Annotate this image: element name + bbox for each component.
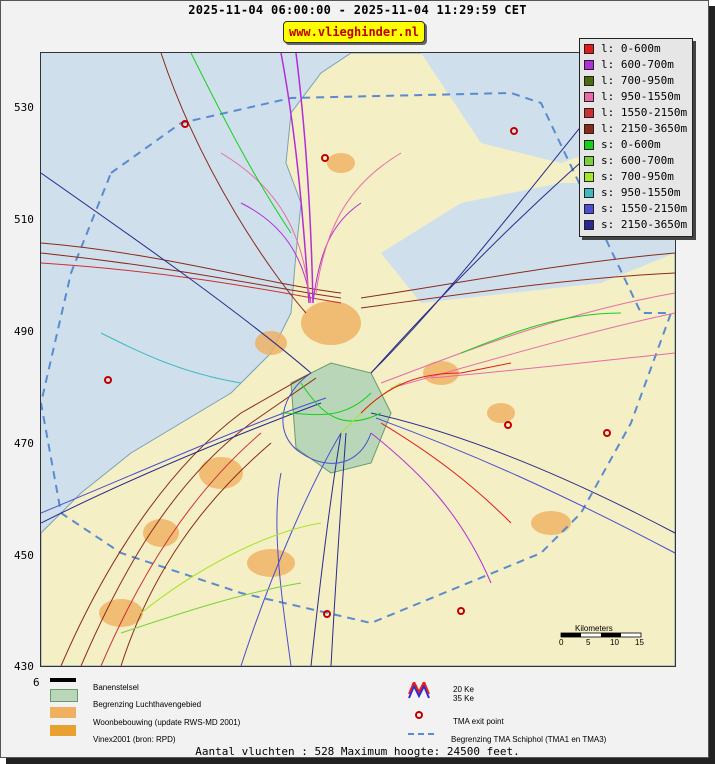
legend-swatch [584, 139, 594, 150]
scale-tick: 10 [610, 638, 619, 647]
legend-label: l: 700-950m [601, 74, 674, 87]
legend-swatch [584, 171, 594, 182]
tma-boundary [41, 91, 673, 625]
vinex-label: Vinex2001 (bron: RPD) [93, 735, 176, 744]
scale-tick: 15 [635, 638, 644, 647]
page-title: 2025-11-04 06:00:00 - 2025-11-04 11:29:5… [188, 3, 527, 17]
tma-exit-icon [415, 711, 423, 719]
legend-item: s: 0-600m [584, 137, 661, 152]
y-tick-label: 430 [14, 660, 34, 673]
legend-swatch [584, 123, 594, 134]
altitude-legend: l: 0-600m l: 600-700m l: 700-950m l: 950… [579, 38, 693, 237]
tma-boundary-icon [408, 733, 438, 735]
airport-boundary [290, 362, 392, 474]
legend-item: s: 2150-3650m [584, 217, 687, 232]
vinex-swatch [50, 725, 76, 736]
legend-item: l: 2150-3650m [584, 121, 687, 136]
map-key: Banenstelsel Begrenzing Luchthavengebied… [40, 668, 674, 746]
y-tick-label: 470 [14, 437, 34, 450]
legend-label: l: 2150-3650m [601, 122, 688, 135]
legend-label: s: 950-1550m [601, 186, 681, 199]
legend-label: s: 2150-3650m [601, 218, 688, 231]
runways-label: Banenstelsel [93, 683, 139, 692]
housing-areas [99, 153, 571, 627]
boundary-swatch [50, 689, 78, 702]
legend-swatch [584, 91, 594, 102]
legend-swatch [584, 75, 594, 86]
legend-item: s: 700-950m [584, 169, 674, 184]
scale-tick: 0 [559, 638, 564, 647]
legend-item: l: 950-1550m [584, 89, 680, 104]
legend-swatch [584, 219, 594, 230]
legend-swatch [584, 155, 594, 166]
legend-label: l: 600-700m [601, 58, 674, 71]
tma-exit-points [104, 120, 611, 618]
housing-label: Woonbebouwing (update RWS-MD 2001) [93, 718, 241, 727]
legend-label: s: 0-600m [601, 138, 661, 151]
legend-label: s: 1550-2150m [601, 202, 688, 215]
y-tick-label: 530 [14, 101, 34, 114]
scale-tick: 5 [586, 638, 591, 647]
legend-label: l: 1550-2150m [601, 106, 688, 119]
legend-item: s: 600-700m [584, 153, 674, 168]
scale-bar-title: Kilometers [575, 624, 613, 633]
legend-item: l: 1550-2150m [584, 105, 687, 120]
legend-swatch [584, 203, 594, 214]
y-tick-label: 510 [14, 213, 34, 226]
legend-swatch [584, 187, 594, 198]
housing-swatch [50, 707, 76, 718]
legend-label: s: 700-950m [601, 170, 674, 183]
flight-tracks [41, 53, 675, 666]
legend-label: s: 600-700m [601, 154, 674, 167]
legend-item: s: 1550-2150m [584, 201, 687, 216]
site-url-link[interactable]: www.vlieghinder.nl [283, 21, 425, 43]
ke35-label: 35 Ke [453, 694, 474, 703]
tma-exit-label: TMA exit point [453, 717, 504, 726]
tma-boundary-label: Begrenzing TMA Schiphol (TMA1 en TMA3) [451, 735, 607, 744]
legend-swatch [584, 43, 594, 54]
runways-swatch [50, 678, 76, 682]
legend-item: s: 950-1550m [584, 185, 680, 200]
flight-summary: Aantal vluchten : 528 Maximum hoogte: 24… [195, 745, 520, 758]
legend-item: l: 700-950m [584, 73, 674, 88]
noise-contour-icon [408, 682, 430, 699]
y-tick-label: 490 [14, 325, 34, 338]
legend-label: l: 0-600m [601, 42, 661, 55]
legend-item: l: 600-700m [584, 57, 674, 72]
legend-swatch [584, 59, 594, 70]
legend-swatch [584, 107, 594, 118]
legend-item: l: 0-600m [584, 41, 661, 56]
y-tick-label: 450 [14, 549, 34, 562]
boundary-label: Begrenzing Luchthavengebied [93, 700, 202, 709]
ke20-label: 20 Ke [453, 685, 474, 694]
scale-bar: Kilometers 0 5 10 15 [559, 624, 644, 647]
legend-label: l: 950-1550m [601, 90, 681, 103]
